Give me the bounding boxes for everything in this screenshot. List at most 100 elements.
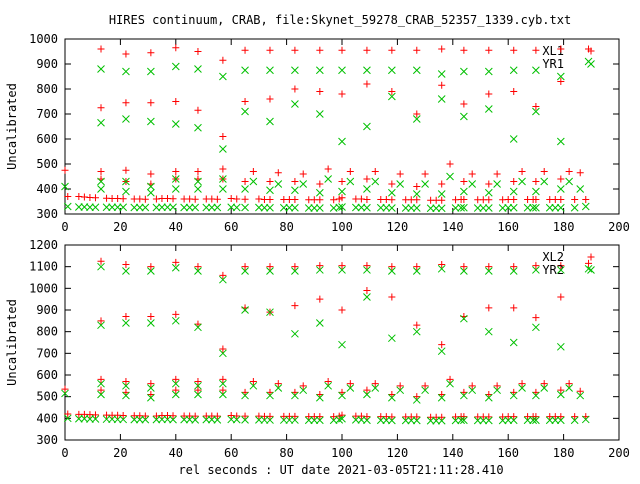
data-point [388, 293, 396, 301]
data-point [97, 262, 105, 271]
data-point [291, 388, 299, 396]
data-point [122, 319, 130, 327]
data-point [412, 115, 421, 123]
data-point [74, 203, 83, 211]
data-point [338, 178, 346, 185]
data-point [97, 321, 105, 330]
data-point [510, 46, 518, 54]
data-point [249, 378, 257, 385]
data-point [119, 203, 128, 212]
data-point [388, 263, 396, 271]
data-point [460, 187, 468, 196]
data-point [97, 104, 105, 112]
data-point [171, 390, 180, 399]
data-point [363, 386, 371, 394]
data-point [484, 267, 493, 275]
data-point [485, 180, 493, 188]
data-point [581, 202, 590, 211]
data-point [570, 416, 579, 425]
data-point [523, 203, 532, 212]
data-point [158, 203, 166, 212]
data-point [437, 264, 446, 273]
x-tick-label: 140 [442, 220, 464, 234]
data-point [557, 78, 565, 85]
x-tick-label: 60 [224, 446, 238, 460]
data-point [241, 203, 249, 212]
data-point [147, 319, 155, 327]
data-point [219, 165, 227, 173]
y-tick-label: 900 [36, 57, 58, 71]
data-point [241, 267, 249, 275]
data-point [315, 319, 324, 327]
data-point [315, 66, 324, 75]
data-point [437, 347, 446, 356]
data-point [493, 180, 501, 188]
data-point [291, 178, 299, 185]
data-point [249, 177, 258, 186]
data-point [249, 168, 257, 175]
data-point [64, 193, 72, 200]
data-point [438, 81, 446, 89]
data-point [122, 67, 130, 76]
data-point [581, 415, 590, 424]
data-point [172, 44, 180, 52]
data-point [565, 168, 573, 175]
data-point [413, 110, 421, 118]
data-point [338, 137, 346, 146]
data-point [557, 262, 565, 270]
data-point [202, 203, 211, 212]
data-point [576, 387, 584, 395]
data-point [532, 187, 540, 196]
data-point [141, 203, 150, 212]
data-point [172, 258, 180, 266]
y-tick-label: 1100 [29, 260, 58, 274]
data-point [460, 267, 468, 275]
data-point [219, 375, 227, 383]
data-point [540, 168, 548, 175]
data-point [437, 416, 446, 425]
data-point [147, 49, 155, 57]
data-point [91, 203, 100, 212]
data-point [540, 384, 549, 392]
data-point [388, 267, 396, 275]
data-point [532, 416, 540, 425]
data-point [163, 203, 172, 212]
data-point [335, 415, 344, 424]
data-point [438, 180, 446, 188]
data-point [91, 415, 100, 423]
data-point [363, 80, 371, 88]
data-point [582, 196, 590, 203]
y-tick-label: 1200 [29, 238, 58, 252]
data-point [407, 416, 416, 425]
data-point [113, 203, 122, 212]
data-point [219, 133, 227, 140]
data-point [108, 203, 116, 212]
data-point [532, 314, 540, 322]
data-point [185, 203, 194, 212]
data-point [97, 257, 105, 265]
data-point [557, 293, 565, 301]
data-point [510, 88, 518, 95]
legend-marker [587, 266, 595, 274]
data-point [219, 386, 227, 394]
data-point [460, 314, 468, 323]
data-point [232, 415, 241, 424]
data-point [194, 168, 202, 175]
data-point [584, 57, 593, 66]
data-point [316, 180, 324, 188]
data-point [460, 67, 468, 76]
data-point [438, 261, 446, 268]
data-point [438, 341, 446, 349]
data-point [207, 203, 216, 212]
data-point [232, 203, 241, 212]
legend-label: XL2 [542, 250, 564, 264]
data-point [510, 178, 518, 185]
data-point [557, 386, 565, 394]
data-point [460, 196, 468, 203]
data-point [147, 391, 155, 398]
data-point [122, 187, 130, 196]
y-axis-label: Uncalibrated [5, 299, 19, 386]
data-point [532, 388, 540, 396]
data-point [169, 203, 177, 212]
